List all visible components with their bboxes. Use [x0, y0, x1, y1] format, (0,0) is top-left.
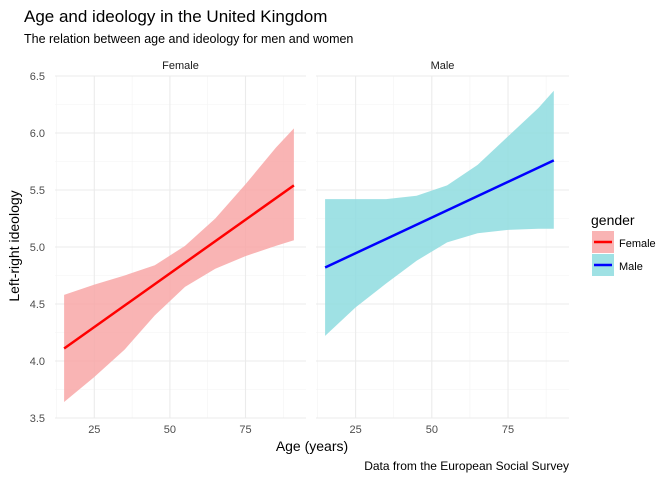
strip-label-male: Male: [431, 60, 455, 72]
panel-male: Male: [316, 60, 569, 419]
x-tick-label: 25: [350, 424, 362, 436]
legend-keys: [592, 231, 614, 276]
legend-label-male: Male: [619, 261, 643, 273]
legend-title: gender: [591, 212, 635, 228]
y-tick-label: 4.5: [30, 299, 45, 311]
x-tick-label: 50: [426, 424, 438, 436]
y-axis-ticks: 3.5 4.0 4.5 5.0 5.5 6.0 6.5: [30, 71, 45, 425]
y-tick-label: 5.5: [30, 185, 45, 197]
confidence-band-female: [64, 128, 294, 402]
y-tick-label: 4.0: [30, 356, 45, 368]
trend-line-female: [63, 184, 295, 350]
caption: Data from the European Social Survey: [364, 459, 569, 473]
x-tick-label: 75: [239, 424, 251, 436]
chart-title: Age and ideology in the United Kingdom: [24, 7, 327, 26]
chart-subtitle: The relation between age and ideology fo…: [24, 32, 353, 46]
x-tick-label: 25: [88, 424, 100, 436]
y-axis-label: Left-right ideology: [6, 190, 22, 301]
legend: gender Female Male: [591, 212, 656, 276]
trend-line-male: [324, 159, 555, 269]
strip-label-female: Female: [162, 60, 199, 72]
y-tick-label: 5.0: [30, 242, 45, 254]
x-axis-label: Age (years): [276, 438, 348, 454]
y-tick-label: 6.0: [30, 128, 45, 140]
x-tick-label: 50: [164, 424, 176, 436]
x-axis-ticks: 25 50 75 25 50 75: [88, 424, 514, 436]
legend-label-female: Female: [619, 238, 656, 250]
panel-female: Female: [55, 60, 306, 419]
y-tick-label: 6.5: [30, 71, 45, 83]
x-tick-label: 75: [502, 424, 514, 436]
y-tick-label: 3.5: [30, 413, 45, 425]
